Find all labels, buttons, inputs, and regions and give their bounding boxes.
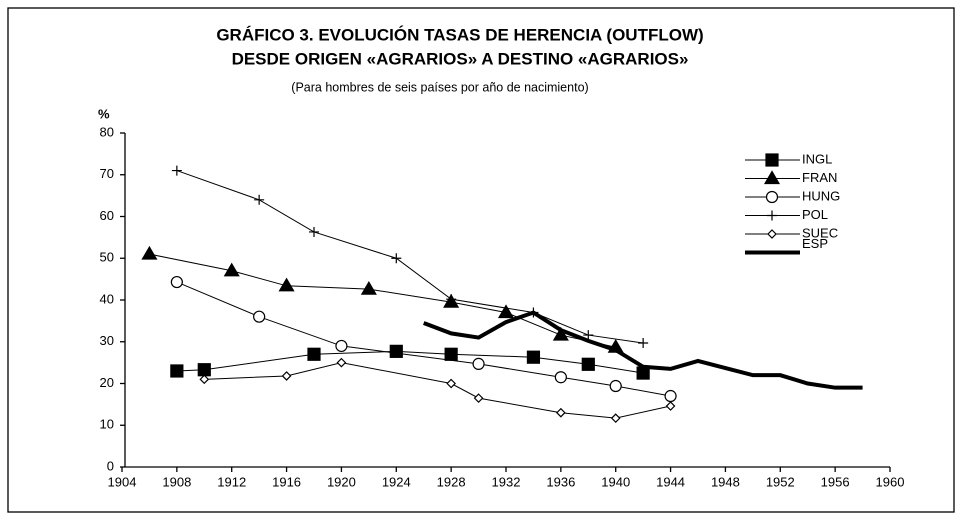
legend-label: POL [802,207,828,222]
point [665,401,676,411]
point [391,253,402,264]
x-tick-label: 1920 [327,474,356,489]
point [278,277,295,292]
point [444,347,458,361]
point [223,262,240,277]
point [170,275,183,289]
point [199,374,210,385]
legend-label: SUEC [802,225,838,240]
series-line [176,350,644,374]
x-tick-label: 1924 [382,474,411,489]
legend-label: HUNG [802,188,840,203]
x-tick-label: 1940 [601,474,630,489]
x-tick-label: 1952 [766,474,795,489]
x-tick-label: 1928 [437,474,466,489]
point [472,357,485,370]
point [360,280,377,295]
y-tick-label: 10 [100,417,114,432]
legend-marker [765,190,779,204]
legend-label: INGL [802,151,832,166]
frame [7,7,955,513]
y-tick-label: 0 [107,458,114,473]
x-tick-label: 1948 [711,474,740,489]
x-tick-label: 1956 [821,474,850,489]
x-tick-label: 1932 [492,474,521,489]
y-tick-label: 60 [100,208,114,223]
x-tick-label: 1916 [272,474,301,489]
x-tick-label: 1912 [217,474,246,489]
y-axis-label: % [98,106,110,121]
point [281,371,292,381]
point [583,330,594,341]
point [253,310,266,323]
y-tick-label: 80 [100,124,114,139]
point [170,364,184,378]
y-tick-label: 30 [100,333,114,348]
point [197,363,211,377]
legend-marker [767,229,777,239]
point [664,389,677,403]
x-tick-label: 1908 [162,474,191,489]
legend-marker [763,170,781,185]
point [526,350,541,364]
point [473,393,484,403]
point [309,226,319,237]
series-line [204,362,671,419]
point [389,344,403,358]
point [446,378,456,389]
chart-title: DESDE ORIGEN «AGRARIOS» A DESTINO «AGRAR… [232,49,689,68]
series-line [176,170,644,344]
legend-marker [765,153,779,167]
point [581,357,595,371]
legend-label: ESP [802,236,828,251]
point [141,245,158,260]
point [254,194,265,205]
point [171,165,182,176]
chart-subtitle: (Para hombres de seis países por año de … [291,80,588,94]
x-tick-label: 1936 [546,474,575,489]
series-line [176,281,671,397]
point [446,294,457,305]
point [554,371,567,384]
point [497,304,515,319]
series-line [423,310,863,390]
series-line [149,253,616,348]
y-tick-label: 40 [100,291,114,306]
point [336,357,347,368]
point [610,413,621,424]
point [307,347,321,361]
x-tick-label: 1904 [108,474,137,489]
x-tick-label: 1960 [876,474,905,489]
x-tick-label: 1944 [656,474,685,489]
point [609,379,622,393]
y-tick-label: 20 [100,375,114,390]
point [335,339,348,353]
y-tick-label: 70 [100,166,114,181]
chart-title: GRÁFICO 3. EVOLUCIÓN TASAS DE HERENCIA (… [216,25,703,44]
point [638,338,649,349]
point [552,326,569,341]
legend-label: FRAN [802,170,837,185]
y-tick-label: 50 [100,250,114,265]
point [556,407,566,418]
legend-marker [767,210,777,221]
